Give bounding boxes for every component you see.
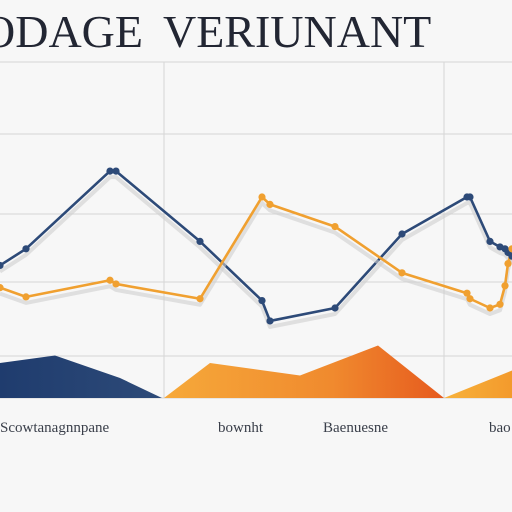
series-2-point-14 <box>501 282 509 290</box>
series-shadow-2 <box>0 201 512 316</box>
category-label-4: bao <box>489 420 511 436</box>
category-label-1: Scowtanagnnpane <box>0 420 109 436</box>
series-2-point-11 <box>466 295 474 303</box>
area-shape-3 <box>444 370 512 398</box>
series-1-point-1 <box>0 261 4 270</box>
series-1-point-8 <box>331 304 339 312</box>
series-2-point-1 <box>0 284 4 292</box>
series-1-point-12 <box>486 237 494 245</box>
series-2-point-3 <box>106 276 114 284</box>
series-2-point-13 <box>496 300 504 308</box>
series-2-point-16 <box>508 245 512 253</box>
series-shadow-1 <box>0 175 512 329</box>
series-2-point-15 <box>504 260 512 268</box>
series-1-point-7 <box>266 317 274 325</box>
area-layer <box>0 345 512 398</box>
chart-title-part-b: VERIUNANT <box>162 6 432 57</box>
series-2-point-12 <box>486 304 494 312</box>
area-shape-2 <box>164 345 444 398</box>
series-2-point-8 <box>331 223 339 231</box>
series-1-point-5 <box>196 237 204 245</box>
area-shape-1 <box>0 355 162 398</box>
category-label-3: Baenuesne <box>323 420 388 436</box>
chart-title-part-a: ODAGE <box>0 6 143 57</box>
grid <box>0 61 512 399</box>
series-1-point-6 <box>258 297 266 305</box>
series-1-point-11 <box>466 193 474 201</box>
series-2-point-5 <box>196 295 204 303</box>
series-1-point-2 <box>22 245 30 253</box>
point-layer <box>0 167 512 325</box>
series-1-point-16 <box>508 252 512 260</box>
chart-title: ODAGE VERIUNANT <box>0 0 512 64</box>
series-2-point-7 <box>266 200 274 208</box>
series-2-point-6 <box>258 193 266 201</box>
series-1-point-3 <box>106 167 114 175</box>
series-2-point-4 <box>112 280 120 288</box>
series-2-point-9 <box>398 269 406 277</box>
series-2-point-10 <box>463 289 471 297</box>
line-layer <box>0 169 512 329</box>
category-label-2: bownht <box>218 420 264 436</box>
series-1-point-9 <box>398 230 406 238</box>
series-1-point-4 <box>112 167 120 175</box>
series-2-point-2 <box>22 293 30 301</box>
